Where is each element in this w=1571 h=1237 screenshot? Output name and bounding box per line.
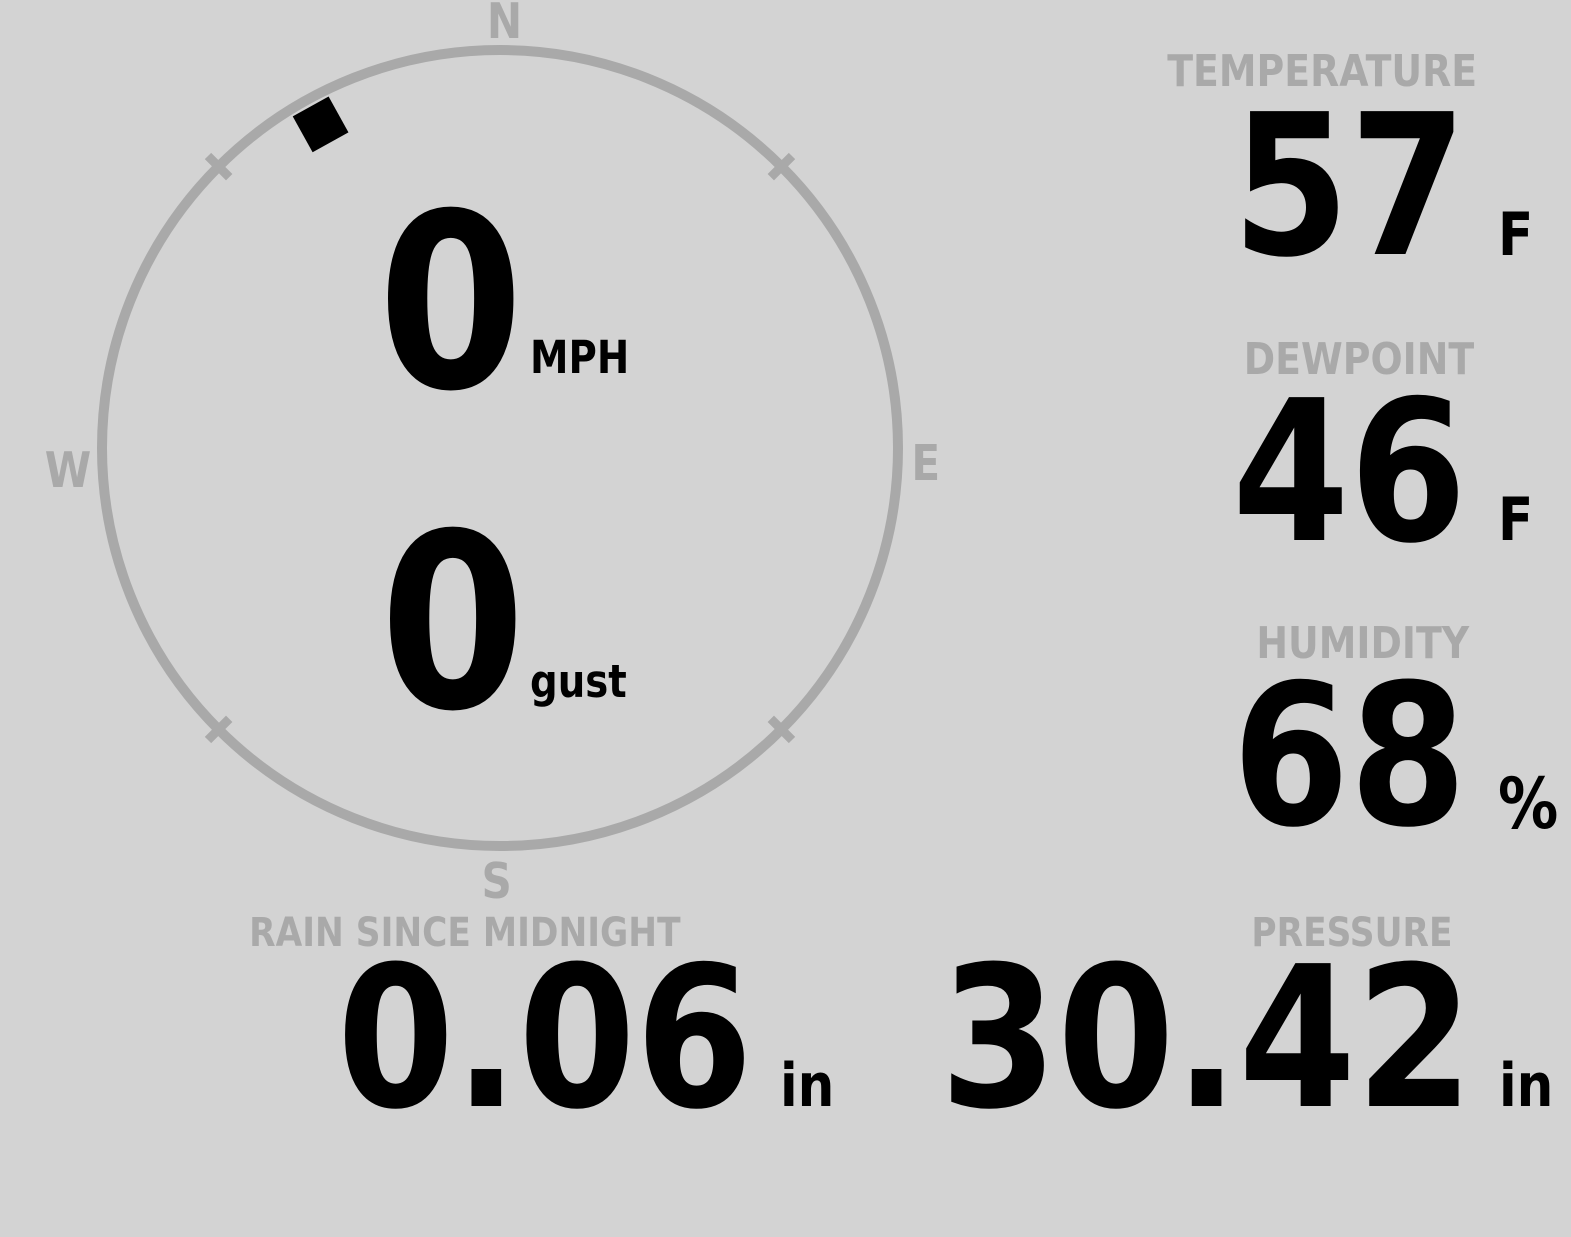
rain-unit: in	[780, 1051, 835, 1121]
pressure-unit: in	[1499, 1051, 1554, 1121]
dewpoint-value: 46	[1232, 359, 1467, 587]
rain-value: 0.06	[337, 925, 753, 1153]
compass-cardinal-north-label: N	[486, 0, 522, 50]
temperature-unit: F	[1498, 200, 1534, 270]
rain-label: RAIN SINCE MIDNIGHT	[249, 910, 681, 956]
wind-gust-value: 0	[380, 482, 526, 765]
dewpoint-unit: F	[1498, 485, 1534, 555]
wind-direction-marker	[292, 96, 349, 153]
compass-tick-nw	[204, 152, 233, 181]
pressure-value: 30.42	[940, 925, 1474, 1153]
compass-ring	[97, 45, 903, 851]
wind-speed-value: 0	[378, 162, 524, 445]
compass-tick-sw	[204, 715, 233, 744]
compass-cardinal-east-label: E	[911, 435, 941, 492]
humidity-label: HUMIDITY	[1256, 618, 1470, 669]
dewpoint-label: DEWPOINT	[1243, 334, 1475, 385]
compass-tick-ne	[767, 152, 796, 181]
humidity-unit: %	[1498, 763, 1559, 845]
wind-gust-unit: gust	[530, 655, 627, 708]
temperature-value: 57	[1232, 73, 1467, 301]
pressure-label: PRESSURE	[1251, 910, 1453, 956]
compass-tick-se	[767, 715, 796, 744]
compass-cardinal-west-label: W	[44, 442, 92, 499]
humidity-value: 68	[1232, 643, 1467, 871]
temperature-label: TEMPERATURE	[1167, 46, 1477, 97]
compass-ticks	[204, 152, 796, 744]
compass-cardinal-south-label: S	[481, 853, 513, 910]
wind-speed-unit: MPH	[530, 331, 630, 384]
